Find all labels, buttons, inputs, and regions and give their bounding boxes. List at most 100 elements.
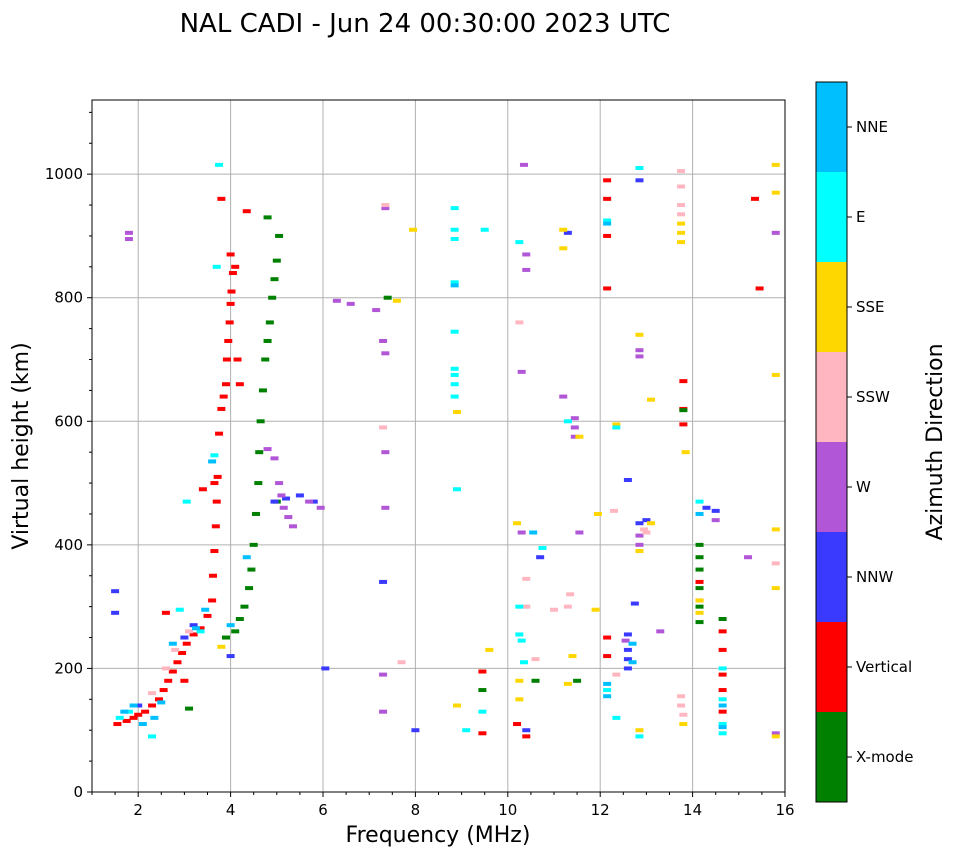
data-point <box>381 351 390 356</box>
data-point <box>379 338 388 343</box>
data-point <box>249 542 258 547</box>
data-point <box>711 518 720 523</box>
data-point <box>563 604 572 609</box>
data-point <box>208 598 217 603</box>
data-point <box>612 422 621 427</box>
data-point <box>718 697 727 702</box>
data-point <box>450 227 459 232</box>
colorbar-category-label: NNW <box>856 568 893 586</box>
data-point <box>124 237 133 242</box>
data-point <box>221 635 230 640</box>
data-point <box>129 715 138 720</box>
data-point <box>217 196 226 201</box>
data-point <box>270 499 279 504</box>
data-point <box>231 264 240 269</box>
data-point <box>531 678 540 683</box>
data-point <box>695 579 704 584</box>
x-tick-label: 14 <box>683 801 702 819</box>
data-point <box>233 357 242 362</box>
data-point <box>513 521 522 526</box>
colorbar-category-label: Vertical <box>856 658 912 676</box>
data-point <box>635 165 644 170</box>
data-point <box>515 697 524 702</box>
data-point <box>379 709 388 714</box>
data-point <box>168 669 177 674</box>
chart-title: NAL CADI - Jun 24 00:30:00 2023 UTC <box>180 9 671 39</box>
data-point <box>270 277 279 282</box>
data-points <box>111 162 780 739</box>
x-tick-label: 10 <box>498 801 517 819</box>
data-point <box>225 320 234 325</box>
y-tick-label: 0 <box>73 783 83 801</box>
data-point <box>383 295 392 300</box>
data-point <box>623 666 632 671</box>
data-point <box>178 650 187 655</box>
data-point <box>536 555 545 560</box>
colorbar-segment <box>816 532 847 622</box>
data-point <box>575 530 584 535</box>
data-point <box>635 542 644 547</box>
data-point <box>647 521 656 526</box>
data-point <box>771 561 780 566</box>
data-point <box>111 589 120 594</box>
x-tick-label: 4 <box>226 801 236 819</box>
data-point <box>189 632 198 637</box>
data-point <box>381 505 390 510</box>
data-point <box>275 481 284 486</box>
data-point <box>718 722 727 727</box>
data-point <box>180 635 189 640</box>
data-point <box>209 573 218 578</box>
data-point <box>288 524 297 529</box>
data-point <box>450 394 459 399</box>
data-point <box>695 567 704 572</box>
data-point <box>522 267 531 272</box>
data-point <box>702 505 711 510</box>
data-point <box>679 712 688 717</box>
data-point <box>642 530 651 535</box>
data-point <box>450 206 459 211</box>
data-point <box>677 184 686 189</box>
data-point <box>221 382 230 387</box>
data-point <box>191 626 200 631</box>
data-point <box>226 252 235 257</box>
x-axis-label: Frequency (MHz) <box>346 823 531 848</box>
data-point <box>515 678 524 683</box>
data-point <box>411 728 420 733</box>
data-point <box>210 453 219 458</box>
data-point <box>161 610 170 615</box>
data-point <box>277 493 286 498</box>
x-tick-label: 8 <box>411 801 421 819</box>
data-point <box>519 660 528 665</box>
data-point <box>134 712 143 717</box>
data-point <box>346 301 355 306</box>
data-point <box>718 617 727 621</box>
data-point <box>212 264 221 269</box>
data-point <box>559 227 568 232</box>
colorbar-category-label: W <box>856 478 871 496</box>
y-tick-label: 1000 <box>45 165 83 183</box>
data-point <box>217 644 226 649</box>
data-point <box>677 694 686 699</box>
data-point <box>115 715 124 720</box>
data-point <box>603 233 612 238</box>
data-point <box>185 706 194 711</box>
data-point <box>635 734 644 739</box>
data-point <box>157 700 166 705</box>
data-point <box>771 372 780 377</box>
colorbar-frame <box>815 81 848 803</box>
data-point <box>771 731 780 736</box>
data-point <box>211 524 220 529</box>
data-point <box>628 660 637 665</box>
y-axis: 0 200 400 600 800 1000 <box>45 111 92 801</box>
data-point <box>228 271 237 275</box>
data-point <box>513 722 522 727</box>
data-point <box>718 672 727 677</box>
data-point <box>695 542 704 547</box>
data-point <box>771 527 780 532</box>
data-point <box>182 641 191 646</box>
data-point <box>272 258 281 263</box>
data-point <box>171 647 180 652</box>
data-point <box>755 286 764 291</box>
data-point <box>222 357 231 362</box>
